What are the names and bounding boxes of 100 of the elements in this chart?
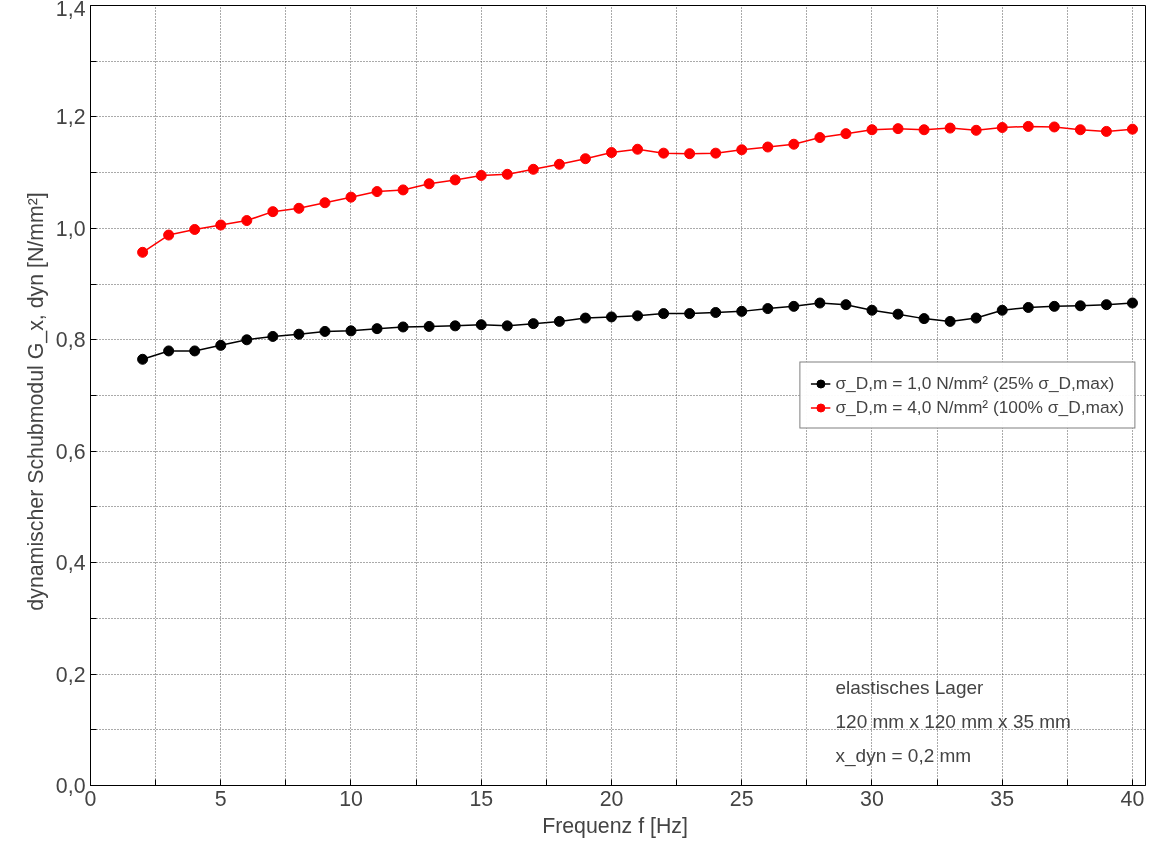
point: [892, 123, 904, 135]
point: [1074, 124, 1086, 136]
point: [1022, 120, 1034, 132]
point: [762, 141, 774, 153]
point: [267, 206, 279, 218]
point: [501, 320, 513, 332]
point: [449, 320, 461, 332]
point: [1048, 300, 1060, 312]
x-tick-label: 15: [469, 786, 494, 811]
point: [605, 311, 617, 323]
point: [1048, 121, 1060, 133]
y-axis-title: dynamischer Schubmodul G_x, dyn [N/mm²]: [23, 192, 48, 611]
y-tick-label: 0,8: [55, 328, 86, 353]
point: [892, 308, 904, 320]
point: [345, 191, 357, 203]
legend-label: σ_D,m = 4,0 N/mm² (100% σ_D,max): [835, 396, 1124, 418]
point: [189, 223, 201, 235]
point: [788, 300, 800, 312]
point: [397, 184, 409, 196]
point: [684, 308, 696, 320]
point: [423, 178, 435, 190]
point: [970, 124, 982, 136]
point: [632, 143, 644, 155]
point: [658, 308, 670, 320]
point: [658, 147, 670, 159]
point: [501, 168, 513, 180]
point: [423, 320, 435, 332]
point: [1126, 123, 1138, 135]
point: [397, 321, 409, 333]
point: [605, 147, 617, 159]
x-tick-label: 30: [860, 786, 884, 811]
point: [137, 246, 149, 258]
point: [1022, 301, 1034, 313]
point: [996, 122, 1008, 133]
y-tick-label: 1,2: [55, 105, 86, 130]
point: [527, 318, 539, 330]
y-tick-label: 1,0: [55, 216, 86, 241]
x-tick-label: 20: [599, 786, 624, 811]
point: [345, 325, 357, 337]
point: [293, 328, 305, 340]
point: [475, 169, 487, 181]
point: [1074, 300, 1086, 312]
x-tick-label: 0: [84, 786, 97, 811]
point: [267, 330, 279, 342]
point: [840, 299, 852, 311]
point: [241, 215, 253, 227]
x-tick-label: 25: [729, 786, 754, 811]
point: [579, 312, 591, 324]
x-tick-label: 40: [1120, 786, 1145, 811]
point: [840, 128, 852, 140]
point: [944, 315, 956, 327]
y-tick-label: 0,4: [55, 551, 86, 576]
point: [215, 339, 227, 351]
point: [736, 305, 748, 317]
point: [527, 163, 539, 175]
point: [944, 122, 956, 134]
point: [215, 219, 227, 231]
point: [189, 345, 201, 357]
point: [866, 124, 878, 136]
point: [1100, 125, 1112, 137]
point: [371, 323, 383, 335]
point: [371, 186, 383, 198]
point: [684, 148, 696, 160]
point: [814, 132, 826, 144]
point: [918, 313, 930, 325]
point: [449, 174, 461, 186]
point: [736, 144, 748, 156]
annotation: x_dyn = 0,2 mm: [835, 744, 972, 767]
annotation: elastisches Lager: [835, 676, 985, 698]
x-tick-label: 35: [990, 786, 1015, 811]
x-axis-title: Frequenz f [Hz]: [542, 813, 688, 838]
point: [553, 158, 565, 170]
point: [970, 312, 982, 324]
legend-label: σ_D,m = 1,0 N/mm² (25% σ_D,max): [835, 372, 1115, 394]
point: [241, 334, 253, 346]
point: [475, 319, 487, 331]
point: [319, 197, 331, 209]
point: [1100, 299, 1112, 311]
point: [710, 307, 722, 318]
point: [163, 229, 175, 241]
point: [996, 304, 1008, 316]
point: [1126, 297, 1138, 309]
point: [163, 345, 175, 357]
point: [137, 353, 149, 365]
y-tick-label: 1,4: [55, 0, 86, 21]
y-tick-label: 0,6: [55, 439, 86, 464]
point: [710, 147, 722, 159]
point: [553, 315, 565, 327]
point: [762, 303, 774, 315]
point: [814, 297, 826, 309]
point: [788, 138, 800, 150]
point: [632, 310, 644, 322]
y-tick-label: 0,0: [55, 774, 86, 798]
x-tick-label: 10: [339, 786, 363, 811]
x-tick-label: 5: [214, 786, 227, 811]
annotation: 120 mm x 120 mm x 35 mm: [835, 710, 1071, 732]
point: [319, 325, 331, 337]
point: [866, 304, 878, 316]
point: [579, 153, 591, 165]
y-tick-label: 0,2: [55, 662, 86, 687]
